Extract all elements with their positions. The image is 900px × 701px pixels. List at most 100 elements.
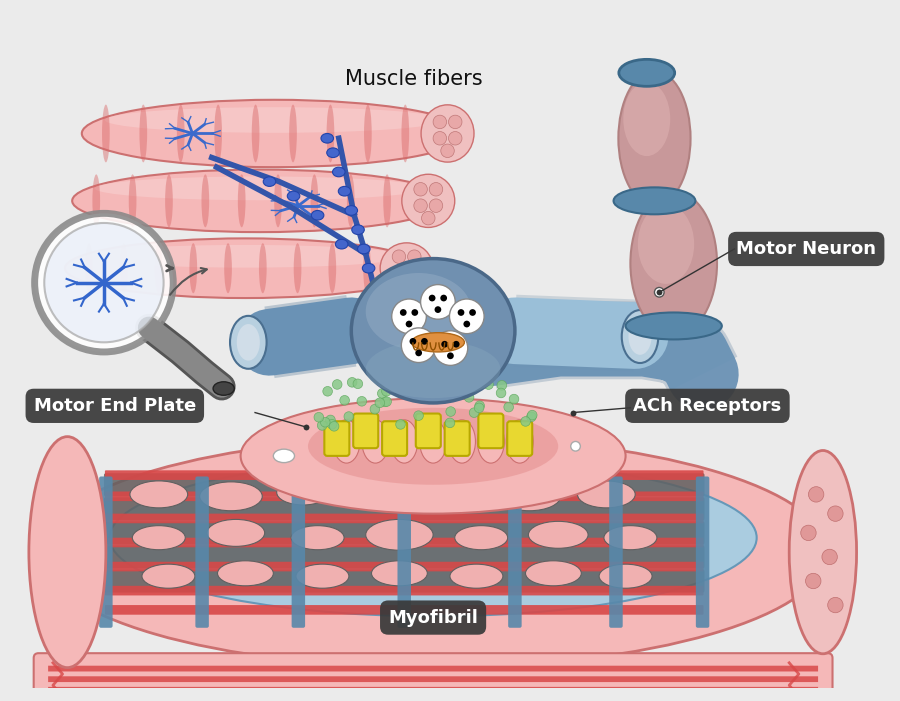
Ellipse shape: [351, 259, 515, 403]
Circle shape: [326, 415, 336, 425]
Ellipse shape: [120, 243, 128, 293]
FancyBboxPatch shape: [353, 414, 378, 448]
Circle shape: [433, 331, 468, 365]
Circle shape: [344, 411, 354, 421]
Circle shape: [822, 550, 837, 564]
Ellipse shape: [380, 243, 433, 294]
Ellipse shape: [218, 561, 274, 586]
FancyBboxPatch shape: [398, 477, 411, 628]
Text: Myofibril: Myofibril: [388, 608, 478, 627]
Ellipse shape: [391, 420, 418, 463]
Circle shape: [392, 376, 401, 385]
Ellipse shape: [165, 175, 173, 227]
Ellipse shape: [624, 82, 670, 156]
Ellipse shape: [528, 522, 588, 548]
Ellipse shape: [352, 225, 365, 235]
Text: Muscle fibers: Muscle fibers: [345, 69, 482, 88]
Circle shape: [415, 350, 422, 356]
Ellipse shape: [638, 205, 694, 284]
FancyBboxPatch shape: [105, 514, 704, 523]
Circle shape: [408, 250, 421, 264]
Ellipse shape: [207, 519, 265, 546]
Ellipse shape: [369, 287, 382, 297]
Ellipse shape: [477, 420, 504, 463]
Ellipse shape: [526, 561, 581, 586]
Circle shape: [377, 388, 387, 398]
Circle shape: [464, 393, 474, 402]
Ellipse shape: [604, 526, 657, 550]
Circle shape: [411, 309, 418, 316]
Circle shape: [446, 418, 454, 428]
Ellipse shape: [365, 273, 472, 350]
Ellipse shape: [311, 210, 324, 220]
Ellipse shape: [130, 481, 188, 508]
Circle shape: [399, 383, 409, 393]
Ellipse shape: [333, 420, 360, 463]
Circle shape: [400, 309, 407, 316]
Circle shape: [320, 417, 330, 427]
Circle shape: [375, 398, 384, 407]
Ellipse shape: [110, 459, 757, 616]
Ellipse shape: [448, 420, 475, 463]
Ellipse shape: [622, 310, 658, 363]
Ellipse shape: [82, 100, 467, 167]
Ellipse shape: [200, 482, 262, 511]
Ellipse shape: [614, 187, 696, 215]
Ellipse shape: [259, 243, 266, 293]
Ellipse shape: [578, 481, 635, 508]
Ellipse shape: [327, 104, 334, 163]
Ellipse shape: [346, 175, 355, 227]
Circle shape: [806, 573, 821, 589]
Circle shape: [414, 411, 423, 421]
Ellipse shape: [308, 408, 558, 485]
Ellipse shape: [401, 104, 410, 163]
Ellipse shape: [102, 104, 110, 163]
Circle shape: [314, 412, 324, 422]
Circle shape: [526, 412, 536, 422]
Circle shape: [428, 294, 436, 301]
Ellipse shape: [383, 175, 391, 227]
Text: ACh Receptors: ACh Receptors: [634, 397, 781, 415]
Circle shape: [406, 320, 412, 327]
Circle shape: [421, 338, 428, 345]
Circle shape: [421, 212, 435, 225]
Ellipse shape: [86, 243, 93, 293]
Circle shape: [496, 388, 506, 397]
Circle shape: [429, 199, 443, 212]
Ellipse shape: [506, 420, 533, 463]
Circle shape: [392, 299, 427, 334]
Ellipse shape: [238, 175, 246, 227]
Ellipse shape: [310, 175, 319, 227]
Circle shape: [527, 410, 537, 420]
Ellipse shape: [289, 104, 297, 163]
Ellipse shape: [189, 243, 197, 293]
Ellipse shape: [105, 107, 444, 132]
Ellipse shape: [332, 167, 345, 177]
FancyBboxPatch shape: [105, 562, 704, 571]
FancyBboxPatch shape: [292, 477, 305, 628]
Circle shape: [400, 279, 413, 292]
Circle shape: [447, 379, 457, 388]
Circle shape: [497, 381, 507, 390]
FancyBboxPatch shape: [696, 477, 709, 628]
Circle shape: [414, 182, 427, 196]
Ellipse shape: [328, 243, 337, 293]
FancyBboxPatch shape: [105, 470, 704, 480]
Circle shape: [429, 182, 443, 196]
Circle shape: [449, 299, 484, 334]
Circle shape: [396, 420, 405, 429]
FancyBboxPatch shape: [104, 473, 705, 496]
Ellipse shape: [365, 341, 500, 398]
Circle shape: [509, 394, 518, 404]
FancyBboxPatch shape: [48, 666, 818, 672]
Circle shape: [474, 403, 484, 413]
Circle shape: [329, 421, 339, 431]
Circle shape: [386, 373, 396, 382]
FancyBboxPatch shape: [48, 687, 818, 693]
FancyBboxPatch shape: [104, 497, 705, 520]
Ellipse shape: [291, 526, 344, 550]
Ellipse shape: [364, 243, 371, 293]
FancyBboxPatch shape: [104, 569, 705, 592]
Ellipse shape: [498, 482, 561, 511]
Ellipse shape: [274, 449, 294, 463]
